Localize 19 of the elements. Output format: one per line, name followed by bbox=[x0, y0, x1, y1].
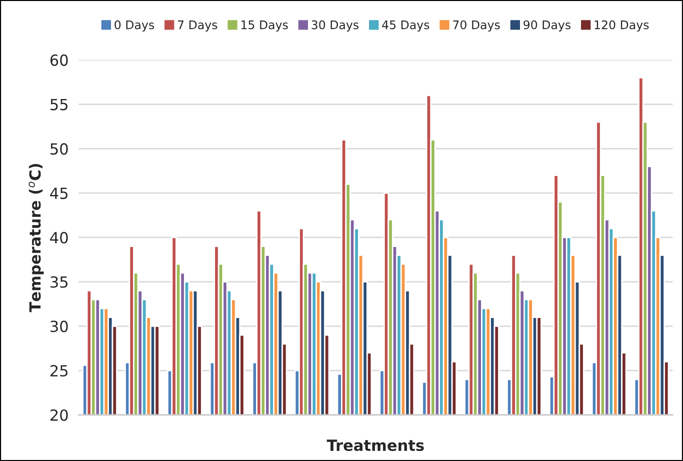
legend-label: 7 Days bbox=[178, 20, 218, 32]
y-tick-label: 40 bbox=[50, 232, 68, 244]
legend-label: 30 Days bbox=[312, 20, 358, 32]
legend-label: 0 Days bbox=[114, 20, 154, 32]
x-axis-title: Treatments bbox=[326, 440, 424, 452]
legend-label: 45 Days bbox=[382, 20, 430, 32]
legend-label: 70 Days bbox=[453, 20, 500, 32]
legend-label: 90 Days bbox=[524, 20, 570, 32]
legend-label: 120 Days bbox=[594, 20, 649, 32]
y-tick-label: 60 bbox=[50, 54, 68, 66]
y-tick-label: 35 bbox=[50, 276, 68, 288]
y-tick-label: 55 bbox=[50, 98, 68, 110]
y-tick-label: 20 bbox=[50, 409, 68, 421]
y-tick-label: 45 bbox=[50, 188, 68, 200]
y-tick-label: 25 bbox=[50, 364, 68, 377]
legend-label: 15 Days bbox=[241, 20, 288, 32]
y-tick-label: 30 bbox=[50, 320, 68, 332]
y-axis-title: Temperature ($^{o}$C) bbox=[28, 164, 44, 312]
y-tick-label: 50 bbox=[50, 143, 68, 155]
